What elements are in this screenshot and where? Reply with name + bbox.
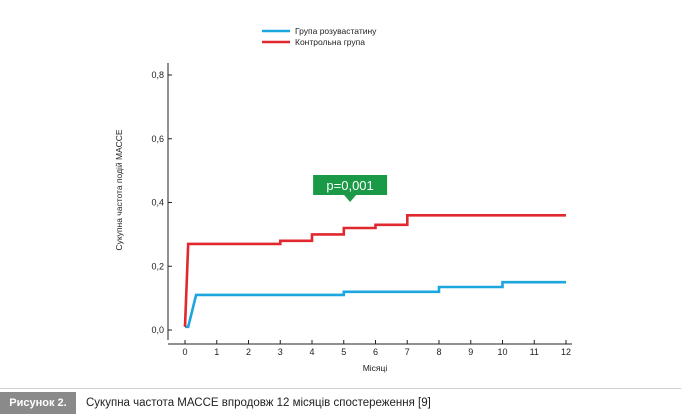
legend-label: Група розувастатину bbox=[295, 26, 377, 36]
y-tick-label: 0,6 bbox=[151, 134, 164, 144]
caption-label: Рисунок 2. bbox=[0, 392, 76, 414]
x-tick-label: 11 bbox=[530, 347, 539, 357]
y-tick-label: 0,8 bbox=[151, 70, 164, 80]
y-tick-label: 0,4 bbox=[151, 198, 164, 208]
annotation-layer: p=0,001 bbox=[313, 174, 388, 202]
series-line-2 bbox=[183, 214, 566, 327]
y-axis: 0,0 0,2 0,4 0,6 0,8 bbox=[151, 63, 172, 340]
p-value-text: p=0,001 bbox=[326, 178, 373, 193]
y-axis-label: Сукупна частота подій МАССЕ bbox=[114, 129, 124, 250]
series-layer bbox=[183, 214, 566, 329]
legend-label: Контрольна група bbox=[295, 37, 365, 47]
x-axis: 0 1 2 3 4 5 6 7 8 9 10 11 12 bbox=[168, 340, 572, 357]
x-tick-label: 10 bbox=[497, 347, 507, 357]
caption-text: Сукупна частота МАССЕ впродовж 12 місяці… bbox=[86, 397, 431, 409]
x-axis-label: Місяці bbox=[363, 363, 388, 373]
x-tick-label: 9 bbox=[468, 347, 473, 357]
x-tick-label: 3 bbox=[278, 347, 283, 357]
x-tick-label: 8 bbox=[436, 347, 441, 357]
figure-caption: Рисунок 2. Сукупна частота МАССЕ впродов… bbox=[0, 388, 681, 414]
x-tick-label: 0 bbox=[182, 347, 187, 357]
x-tick-label: 7 bbox=[405, 347, 410, 357]
x-tick-label: 2 bbox=[246, 347, 251, 357]
x-tick-label: 5 bbox=[341, 347, 346, 357]
x-tick-label: 12 bbox=[561, 347, 571, 357]
y-tick-label: 0,0 bbox=[151, 325, 164, 335]
y-tick-label: 0,2 bbox=[151, 261, 164, 271]
series-line-1 bbox=[185, 280, 566, 329]
x-tick-label: 4 bbox=[309, 347, 314, 357]
p-value-callout bbox=[313, 174, 388, 202]
x-tick-label: 6 bbox=[373, 347, 378, 357]
x-tick-label: 1 bbox=[214, 347, 219, 357]
